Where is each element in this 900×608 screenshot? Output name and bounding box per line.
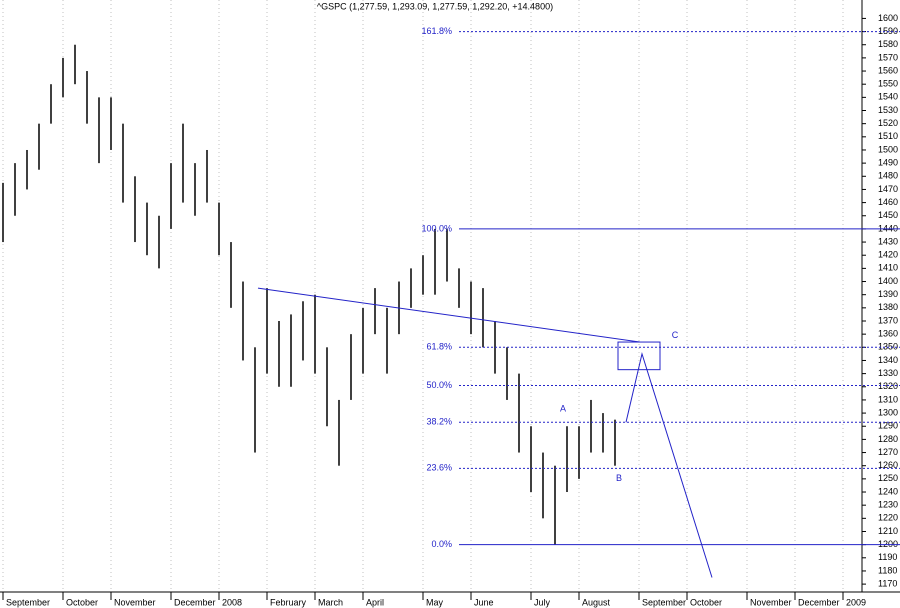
y-tick-label: 1210 — [878, 526, 898, 536]
y-tick-label: 1180 — [878, 565, 897, 575]
y-tick-label: 1580 — [878, 39, 898, 49]
y-tick-label: 1600 — [878, 13, 898, 23]
y-tick-label: 1310 — [878, 394, 898, 404]
y-tick-label: 1220 — [878, 513, 898, 523]
y-tick-label: 1200 — [878, 539, 898, 549]
y-tick-label: 1320 — [878, 381, 898, 391]
x-tick-label: November — [114, 597, 156, 607]
y-tick-label: 1420 — [878, 250, 898, 260]
x-tick-label: February — [270, 597, 307, 607]
chart-title: ^GSPC (1,277.59, 1,293.09, 1,277.59, 1,2… — [317, 1, 553, 11]
trendline — [257, 287, 641, 343]
y-tick-label: 1540 — [878, 92, 898, 102]
y-tick-label: 1370 — [878, 315, 898, 325]
y-tick-label: 1550 — [878, 79, 898, 89]
y-tick-label: 1290 — [878, 421, 898, 431]
fib-label: 100.0% — [421, 223, 452, 233]
fib-label: 23.6% — [426, 463, 452, 473]
x-tick-label: May — [426, 597, 444, 607]
wave-label: A — [560, 404, 566, 414]
x-tick-label: September — [6, 597, 50, 607]
y-tick-label: 1520 — [878, 118, 898, 128]
y-tick-label: 1460 — [878, 197, 898, 207]
y-tick-label: 1510 — [878, 131, 898, 141]
target-box — [617, 341, 661, 371]
y-tick-label: 1300 — [878, 407, 898, 417]
x-tick-label: 2009 — [846, 597, 866, 607]
y-tick-label: 1410 — [878, 263, 898, 273]
wave-label: C — [672, 330, 679, 340]
y-tick-label: 1530 — [878, 105, 898, 115]
y-tick-label: 1270 — [878, 447, 898, 457]
y-tick-label: 1230 — [878, 500, 898, 510]
x-tick-label: August — [582, 597, 611, 607]
y-tick-label: 1590 — [878, 26, 898, 36]
fib-label: 61.8% — [426, 342, 452, 352]
y-tick-label: 1340 — [878, 355, 898, 365]
y-tick-label: 1440 — [878, 223, 898, 233]
y-tick-label: 1170 — [878, 578, 897, 588]
fib-label: 38.2% — [426, 417, 452, 427]
y-tick-label: 1390 — [878, 289, 898, 299]
wave-label: B — [616, 473, 622, 483]
y-tick-label: 1190 — [878, 552, 897, 562]
y-tick-label: 1430 — [878, 236, 898, 246]
x-tick-label: October — [690, 597, 722, 607]
y-tick-label: 1330 — [878, 368, 898, 378]
y-tick-label: 1360 — [878, 329, 898, 339]
x-tick-label: November — [750, 597, 792, 607]
y-tick-label: 1570 — [878, 52, 898, 62]
y-tick-label: 1280 — [878, 434, 898, 444]
fib-label: 0.0% — [431, 539, 452, 549]
x-tick-label: July — [534, 597, 551, 607]
y-tick-label: 1260 — [878, 460, 898, 470]
x-tick-label: March — [318, 597, 343, 607]
y-tick-label: 1450 — [878, 210, 898, 220]
x-tick-label: September — [642, 597, 686, 607]
fib-label: 161.8% — [421, 26, 452, 36]
x-tick-label: June — [474, 597, 494, 607]
x-tick-label: December — [174, 597, 216, 607]
fib-label: 50.0% — [426, 380, 452, 390]
y-tick-label: 1560 — [878, 65, 898, 75]
y-tick-label: 1490 — [878, 158, 898, 168]
y-tick-label: 1250 — [878, 473, 898, 483]
x-tick-label: 2008 — [222, 597, 242, 607]
x-tick-label: October — [66, 597, 98, 607]
x-tick-label: April — [366, 597, 384, 607]
y-tick-label: 1240 — [878, 486, 898, 496]
y-tick-label: 1400 — [878, 276, 898, 286]
y-tick-label: 1350 — [878, 342, 898, 352]
y-tick-label: 1380 — [878, 302, 898, 312]
y-tick-label: 1500 — [878, 144, 898, 154]
x-tick-label: December — [798, 597, 840, 607]
y-tick-label: 1470 — [878, 184, 898, 194]
y-tick-label: 1480 — [878, 171, 898, 181]
forecast-path — [625, 351, 713, 578]
